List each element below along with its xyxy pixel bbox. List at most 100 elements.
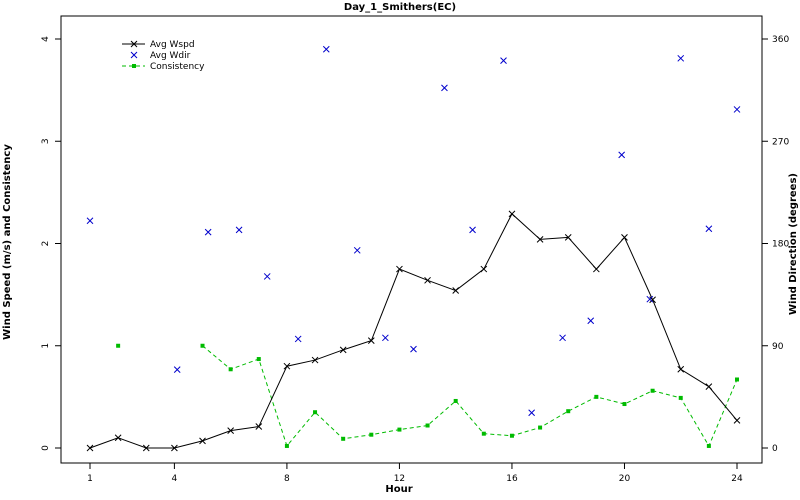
y-right-tick-label: 90 bbox=[772, 342, 784, 352]
consistency-point bbox=[116, 343, 121, 348]
consistency-point bbox=[735, 377, 739, 382]
avg-wspd-point bbox=[705, 383, 713, 391]
avg-wspd-point bbox=[621, 234, 628, 241]
avg-wdir-point bbox=[528, 409, 536, 417]
avg-wspd-point bbox=[508, 210, 516, 218]
legend-label-avg-wspd: Avg Wspd bbox=[150, 40, 195, 50]
avg-wspd-point bbox=[564, 234, 572, 241]
consistency-point bbox=[594, 394, 599, 399]
consistency-point bbox=[706, 443, 711, 448]
avg-wspd-point bbox=[114, 434, 122, 442]
y-left-axis-ticks: 0 1 2 3 4 bbox=[41, 36, 61, 451]
avg-wspd-point bbox=[142, 444, 150, 452]
avg-wdir-point bbox=[705, 225, 713, 233]
avg-wspd-point bbox=[283, 362, 291, 370]
avg-wspd-point bbox=[367, 337, 375, 344]
legend-marker-avg-wdir bbox=[130, 51, 138, 59]
avg-wspd-point bbox=[86, 444, 94, 452]
consistency-point bbox=[397, 427, 402, 432]
x-tick-label: 12 bbox=[394, 474, 405, 484]
legend: Avg Wspd Avg Wdir Consistency bbox=[122, 40, 205, 72]
x-tick-label: 4 bbox=[172, 474, 178, 484]
avg-wdir-point bbox=[441, 84, 448, 92]
avg-wspd-point bbox=[733, 417, 741, 424]
y-left-axis-label: Wind Speed (m/s) and Consistency bbox=[2, 144, 13, 340]
avg-wdir-point bbox=[353, 246, 361, 254]
avg-wdir-point bbox=[263, 273, 271, 280]
consistency-point bbox=[538, 425, 543, 430]
avg-wspd-point bbox=[480, 265, 488, 273]
legend-label-consistency: Consistency bbox=[150, 62, 205, 72]
avg-wspd-point bbox=[255, 423, 263, 430]
consistency-point bbox=[678, 395, 683, 400]
consistency-point bbox=[284, 443, 289, 448]
consistency-point bbox=[200, 343, 205, 348]
series-layer bbox=[86, 45, 741, 452]
x-tick-label: 1 bbox=[87, 474, 93, 484]
y-right-tick-label: 0 bbox=[772, 444, 778, 454]
avg-wdir-point bbox=[382, 334, 389, 342]
y-left-tick-label: 3 bbox=[41, 138, 51, 144]
avg-wspd-point bbox=[592, 265, 600, 273]
y-right-tick-label: 180 bbox=[772, 240, 789, 250]
x-tick-label: 8 bbox=[284, 474, 290, 484]
consistency-point bbox=[481, 431, 486, 436]
x-tick-label: 16 bbox=[506, 474, 518, 484]
avg-wdir-point bbox=[204, 228, 212, 236]
consistency-point bbox=[566, 409, 571, 414]
avg-wspd-point bbox=[199, 437, 206, 445]
avg-wspd-point bbox=[677, 365, 685, 373]
avg-wdir-point bbox=[410, 345, 417, 353]
consistency-point bbox=[369, 432, 374, 437]
consistency-point bbox=[341, 436, 346, 441]
avg-wdir-point bbox=[322, 45, 330, 53]
y-right-axis-ticks: 0 90 180 270 360 bbox=[762, 35, 789, 454]
consistency-point bbox=[425, 423, 430, 428]
avg-wdir-point bbox=[646, 295, 654, 303]
y-right-tick-label: 360 bbox=[772, 35, 789, 45]
avg-wdir-point bbox=[235, 226, 243, 234]
avg-wspd-point bbox=[171, 444, 178, 452]
avg-wdir-point bbox=[86, 217, 94, 225]
avg-wdir-point bbox=[618, 151, 626, 159]
consistency-point bbox=[453, 398, 458, 403]
legend-label-avg-wdir: Avg Wdir bbox=[150, 51, 191, 61]
consistency-point bbox=[622, 402, 627, 407]
avg-wdir-point bbox=[173, 366, 181, 373]
consistency-point bbox=[313, 410, 318, 415]
consistency-point bbox=[228, 367, 233, 372]
y-right-tick-label: 270 bbox=[772, 137, 789, 147]
avg-wspd-point bbox=[311, 356, 319, 364]
y-left-tick-label: 1 bbox=[41, 343, 51, 349]
plot-frame bbox=[60, 15, 763, 464]
consistency-point bbox=[650, 388, 655, 393]
avg-wspd-point bbox=[339, 346, 347, 354]
avg-wdir-point bbox=[500, 57, 507, 64]
consistency-point bbox=[509, 433, 514, 438]
avg-wspd-point bbox=[396, 265, 403, 273]
y-left-tick-label: 4 bbox=[41, 36, 51, 42]
avg-wdir-point bbox=[733, 106, 741, 113]
avg-wdir-point bbox=[587, 317, 595, 325]
x-axis-ticks: 1 4 8 12 16 20 24 bbox=[87, 463, 743, 484]
consistency-point bbox=[256, 357, 261, 362]
avg-wdir-point bbox=[469, 226, 476, 234]
legend-marker-avg-wspd bbox=[130, 40, 138, 48]
avg-wspd-point bbox=[452, 287, 460, 294]
avg-wdir-point bbox=[294, 335, 302, 343]
y-left-tick-label: 2 bbox=[41, 241, 51, 247]
legend-marker-consistency bbox=[132, 64, 136, 68]
consistency-line bbox=[202, 345, 738, 448]
avg-wspd-point bbox=[227, 427, 235, 434]
avg-wdir-point bbox=[677, 54, 685, 62]
y-right-axis-label: Wind Direction (degrees) bbox=[788, 173, 799, 315]
avg-wspd-point bbox=[536, 236, 544, 243]
x-tick-label: 20 bbox=[619, 474, 631, 484]
avg-wspd-point bbox=[424, 276, 431, 284]
x-axis-label: Hour bbox=[385, 484, 412, 495]
chart-title: Day_1_Smithers(EC) bbox=[344, 2, 456, 13]
x-tick-label: 24 bbox=[731, 474, 743, 484]
avg-wspd-line bbox=[89, 213, 738, 449]
y-left-tick-label: 0 bbox=[41, 445, 51, 451]
